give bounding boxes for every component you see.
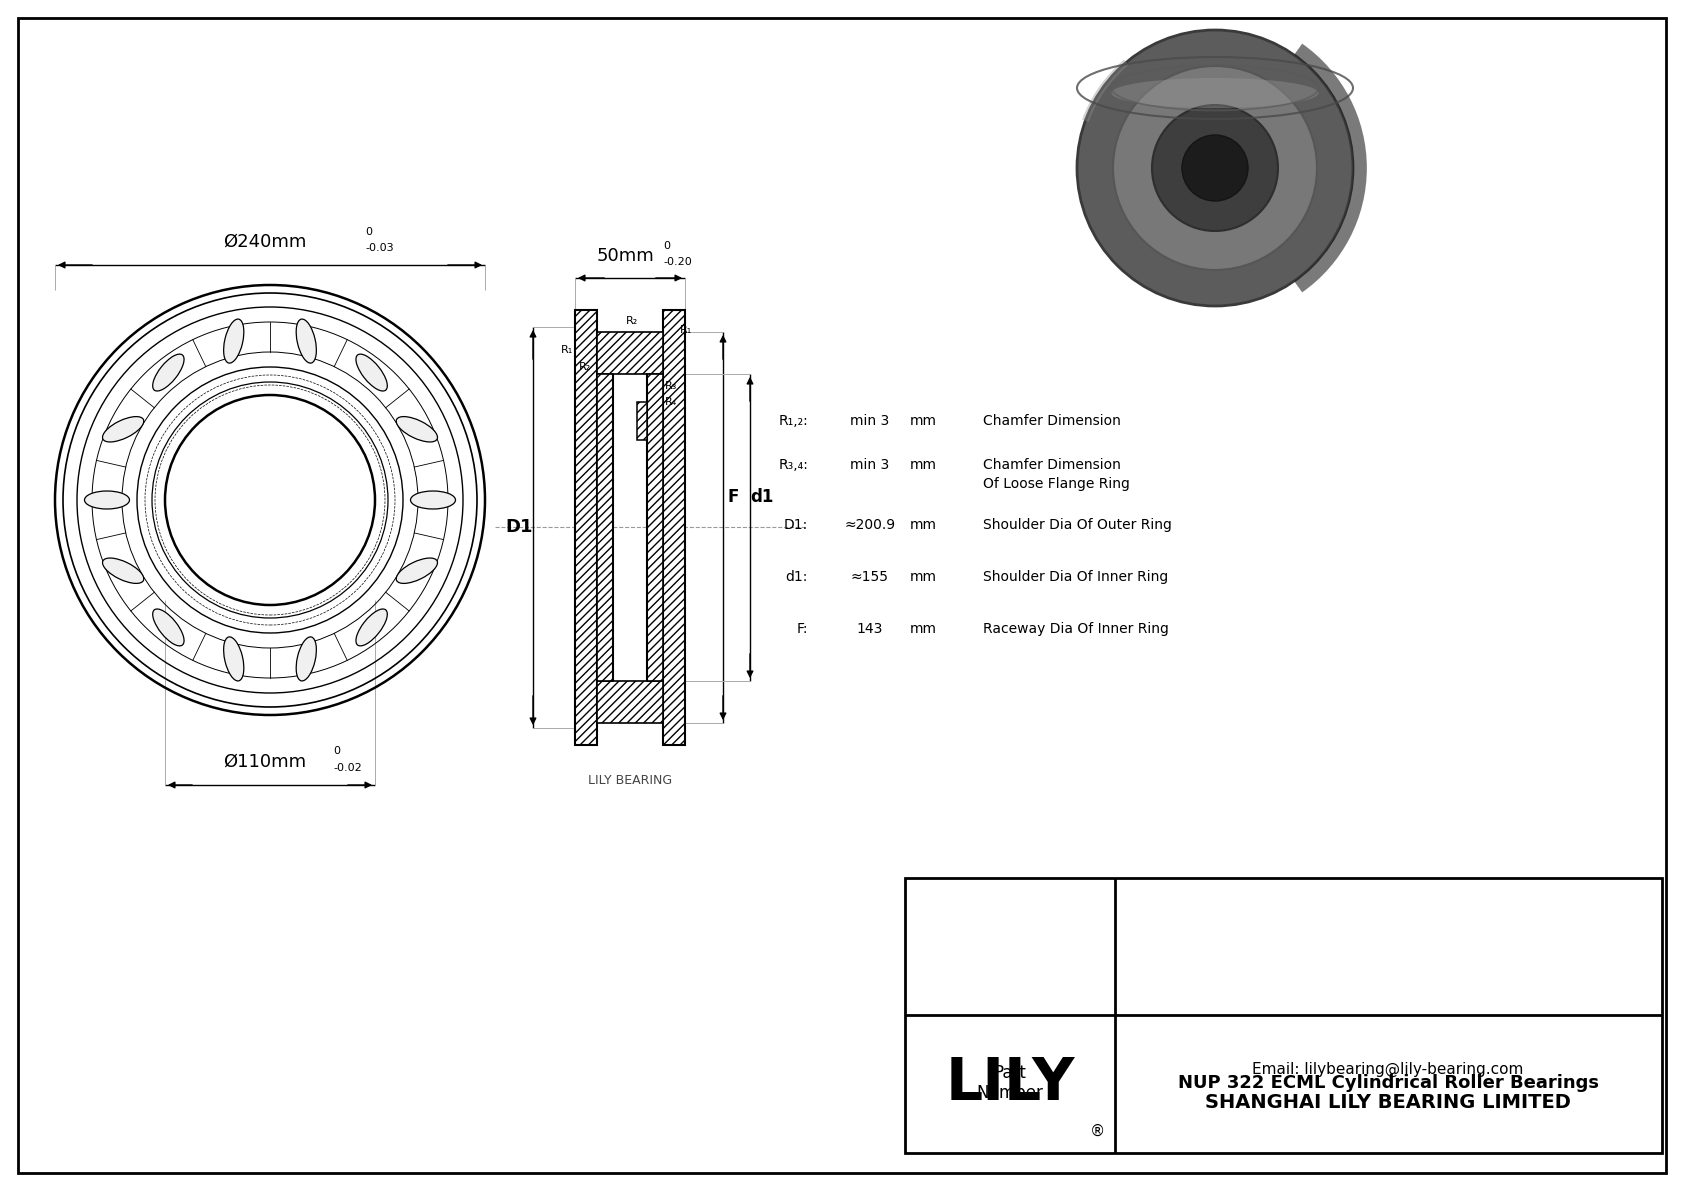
Text: ≈155: ≈155: [850, 570, 889, 584]
Text: NUP 322 ECML Cylindrical Roller Bearings: NUP 322 ECML Cylindrical Roller Bearings: [1177, 1074, 1598, 1092]
Text: R₃,₄:: R₃,₄:: [778, 459, 808, 472]
Bar: [647, 374, 663, 681]
Text: LILY: LILY: [945, 1055, 1074, 1112]
Circle shape: [1152, 105, 1278, 231]
Ellipse shape: [84, 491, 130, 509]
Bar: [904, 878, 1662, 1153]
Text: -0.20: -0.20: [663, 257, 692, 267]
Text: R₃: R₃: [665, 381, 677, 391]
Text: Part
Number: Part Number: [977, 1064, 1044, 1103]
Text: Shoulder Dia Of Outer Ring: Shoulder Dia Of Outer Ring: [983, 518, 1172, 532]
Ellipse shape: [153, 609, 184, 646]
Ellipse shape: [396, 417, 438, 442]
Text: 0: 0: [365, 227, 372, 237]
Text: Of Loose Flange Ring: Of Loose Flange Ring: [983, 478, 1130, 492]
Circle shape: [1182, 135, 1248, 201]
Text: mm: mm: [909, 622, 936, 636]
Text: mm: mm: [909, 459, 936, 472]
Text: D1: D1: [505, 518, 532, 536]
Ellipse shape: [296, 319, 317, 363]
Text: mm: mm: [909, 570, 936, 584]
Text: min 3: min 3: [850, 414, 889, 428]
Ellipse shape: [224, 637, 244, 681]
Text: R₁: R₁: [561, 345, 573, 355]
Ellipse shape: [411, 491, 455, 509]
Text: 50mm: 50mm: [596, 247, 653, 266]
Text: R₄: R₄: [665, 397, 677, 407]
Text: R₂: R₂: [626, 316, 638, 326]
Text: -0.03: -0.03: [365, 243, 394, 252]
Text: min 3: min 3: [850, 459, 889, 472]
Text: LILY BEARING: LILY BEARING: [588, 773, 672, 786]
Text: ®: ®: [1090, 1123, 1105, 1139]
Text: Ø110mm: Ø110mm: [224, 753, 306, 771]
Ellipse shape: [296, 637, 317, 681]
Ellipse shape: [153, 354, 184, 391]
Bar: [663, 310, 685, 746]
Text: mm: mm: [909, 518, 936, 532]
Ellipse shape: [355, 354, 387, 391]
Text: SHANGHAI LILY BEARING LIMITED: SHANGHAI LILY BEARING LIMITED: [1206, 1092, 1571, 1111]
Text: Email: lilybearing@lily-bearing.com: Email: lilybearing@lily-bearing.com: [1253, 1061, 1524, 1077]
Bar: [598, 374, 613, 681]
Circle shape: [1113, 66, 1317, 270]
Text: ≈200.9: ≈200.9: [844, 518, 896, 532]
Text: F:: F:: [797, 622, 808, 636]
Text: D1:: D1:: [783, 518, 808, 532]
Circle shape: [1078, 30, 1352, 306]
Text: Chamfer Dimension: Chamfer Dimension: [983, 459, 1122, 472]
Text: 0: 0: [333, 746, 340, 756]
Text: Shoulder Dia Of Inner Ring: Shoulder Dia Of Inner Ring: [983, 570, 1169, 584]
Ellipse shape: [396, 559, 438, 584]
Bar: [574, 310, 598, 746]
Text: mm: mm: [909, 414, 936, 428]
Text: F: F: [727, 488, 739, 506]
Bar: [598, 681, 663, 723]
Text: 143: 143: [857, 622, 882, 636]
Bar: [598, 332, 663, 374]
Text: d1:: d1:: [786, 570, 808, 584]
Text: R₁: R₁: [680, 325, 692, 335]
Text: Chamfer Dimension: Chamfer Dimension: [983, 414, 1122, 428]
Text: 0: 0: [663, 241, 670, 251]
Ellipse shape: [355, 609, 387, 646]
Text: d1: d1: [751, 488, 773, 506]
Text: R₁,₂:: R₁,₂:: [778, 414, 808, 428]
Text: -0.02: -0.02: [333, 763, 362, 773]
Ellipse shape: [103, 417, 143, 442]
Text: R₂: R₂: [579, 362, 591, 372]
Text: Raceway Dia Of Inner Ring: Raceway Dia Of Inner Ring: [983, 622, 1169, 636]
Ellipse shape: [103, 559, 143, 584]
Ellipse shape: [1111, 77, 1319, 108]
Text: Ø240mm: Ø240mm: [224, 233, 306, 251]
Bar: [637, 403, 647, 439]
Ellipse shape: [224, 319, 244, 363]
